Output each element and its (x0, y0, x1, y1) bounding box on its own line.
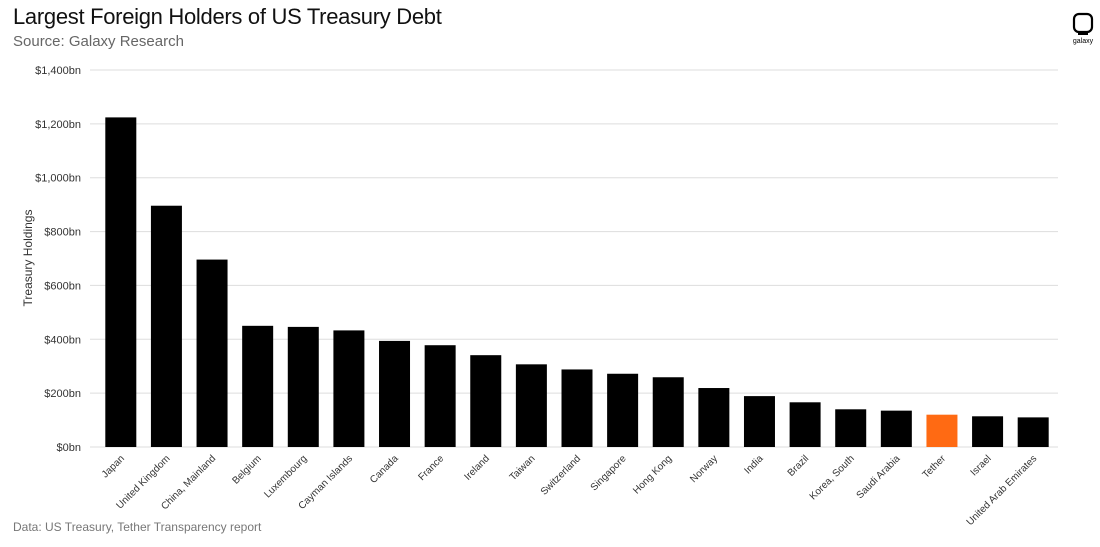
bar-taiwan (515, 364, 547, 447)
y-axis-title: Treasury Holdings (21, 210, 35, 307)
y-tick-label: $200bn (44, 388, 81, 400)
y-tick-label: $1,400bn (35, 65, 81, 77)
bar-singapore (607, 373, 639, 447)
y-tick-label: $800bn (44, 227, 81, 239)
y-tick-label: $1,000bn (35, 173, 81, 185)
data-source-footer: Data: US Treasury, Tether Transparency r… (13, 520, 262, 534)
bar-tether (926, 414, 958, 447)
x-tick-label: France (416, 453, 446, 483)
y-tick-label: $400bn (44, 334, 81, 346)
bar-luxembourg (287, 326, 319, 447)
x-tick-label: Luxembourg (262, 453, 309, 500)
bar-india (743, 396, 775, 447)
x-tick-label: Taiwan (508, 453, 538, 483)
bar-norway (698, 388, 730, 447)
galaxy-logo: galaxy (1068, 12, 1098, 46)
x-tick-label: Korea, South (808, 453, 857, 502)
x-tick-label: Hong Kong (631, 453, 674, 496)
x-tick-label: Saudi Arabia (855, 453, 903, 501)
bar-hong-kong (652, 377, 684, 447)
bar-united-kingdom (150, 205, 182, 447)
bar-japan (105, 117, 137, 447)
y-tick-label: $0bn (57, 442, 81, 454)
chart-title: Largest Foreign Holders of US Treasury D… (13, 4, 442, 29)
chart-subtitle: Source: Galaxy Research (13, 33, 184, 50)
x-tick-label: Brazil (786, 453, 811, 478)
x-tick-label: Tether (921, 453, 949, 481)
logo-text: galaxy (1073, 38, 1094, 45)
bar-korea-south (835, 409, 867, 447)
bar-united-arab-emirates (1017, 417, 1049, 447)
x-tick-label: Israel (969, 453, 994, 478)
x-tick-label: India (742, 453, 765, 476)
y-axis-ticks: $0bn $200bn $400bn $600bn $800bn $1,000bn $1,2… (35, 65, 81, 454)
x-tick-label: Norway (688, 453, 720, 485)
x-tick-label: Ireland (462, 453, 491, 482)
x-tick-label: Canada (368, 453, 401, 486)
x-tick-label: Singapore (589, 453, 629, 493)
x-tick-label: Japan (100, 453, 127, 480)
bar-france (424, 345, 456, 447)
x-tick-label: Belgium (230, 453, 263, 486)
bar-saudi-arabia (880, 410, 912, 447)
bar-canada (379, 340, 411, 447)
bar-china-mainland (196, 259, 228, 447)
bar-belgium (242, 325, 274, 447)
bar-israel (972, 416, 1004, 447)
y-tick-label: $1,200bn (35, 119, 81, 131)
y-tick-label: $600bn (44, 280, 81, 292)
bar-ireland (470, 355, 502, 447)
bar-cayman-islands (333, 330, 365, 447)
bar-brazil (789, 402, 821, 447)
bars (105, 117, 1049, 447)
bar-switzerland (561, 369, 593, 447)
x-tick-label: Switzerland (539, 453, 583, 497)
